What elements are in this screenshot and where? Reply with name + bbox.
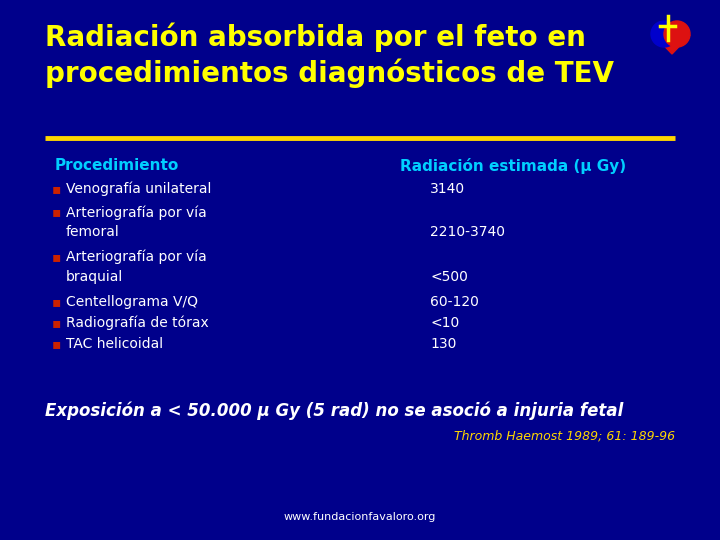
Text: ▪: ▪: [52, 205, 61, 219]
Circle shape: [651, 21, 677, 47]
Text: ▪: ▪: [52, 316, 61, 330]
Text: 3140: 3140: [430, 182, 465, 196]
Text: 60-120: 60-120: [430, 295, 479, 309]
Text: Arteriografía por vía: Arteriografía por vía: [66, 250, 207, 265]
Text: braquial: braquial: [66, 270, 123, 284]
Text: ▪: ▪: [52, 250, 61, 264]
Text: 2210-3740: 2210-3740: [430, 225, 505, 239]
Text: TAC helicoidal: TAC helicoidal: [66, 337, 163, 351]
Text: Venografía unilateral: Venografía unilateral: [66, 182, 212, 197]
Text: Exposición a < 50.000 μ Gy (5 rad) no se asoció a injuria fetal: Exposición a < 50.000 μ Gy (5 rad) no se…: [45, 402, 624, 421]
Text: Procedimiento: Procedimiento: [55, 158, 179, 173]
Text: ▪: ▪: [52, 337, 61, 351]
Circle shape: [664, 21, 690, 47]
Text: 130: 130: [430, 337, 456, 351]
Text: Radiografía de tórax: Radiografía de tórax: [66, 316, 209, 330]
Text: ▪: ▪: [52, 295, 61, 309]
Text: Thromb Haemost 1989; 61: 189-96: Thromb Haemost 1989; 61: 189-96: [454, 430, 675, 443]
Text: Radiación absorbida por el feto en
procedimientos diagnósticos de TEV: Radiación absorbida por el feto en proce…: [45, 22, 614, 88]
Text: www.fundacionfavaloro.org: www.fundacionfavaloro.org: [284, 512, 436, 522]
Text: <10: <10: [430, 316, 459, 330]
Text: Radiación estimada (μ Gy): Radiación estimada (μ Gy): [400, 158, 626, 174]
Text: Arteriografía por vía: Arteriografía por vía: [66, 205, 207, 219]
Text: <500: <500: [430, 270, 468, 284]
Text: Centellograma V/Q: Centellograma V/Q: [66, 295, 198, 309]
Text: ▪: ▪: [52, 182, 61, 196]
Text: femoral: femoral: [66, 225, 120, 239]
Polygon shape: [654, 35, 690, 54]
